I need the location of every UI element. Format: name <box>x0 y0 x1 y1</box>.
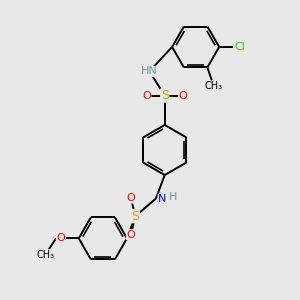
Text: O: O <box>57 233 65 243</box>
Text: S: S <box>131 210 139 223</box>
Text: Cl: Cl <box>234 42 245 52</box>
Text: N: N <box>158 194 166 204</box>
Text: HN: HN <box>141 66 158 76</box>
Text: O: O <box>127 193 135 203</box>
Text: CH₃: CH₃ <box>36 250 54 260</box>
Text: H: H <box>169 192 177 203</box>
Text: S: S <box>161 89 169 102</box>
Text: O: O <box>178 91 188 100</box>
Text: CH₃: CH₃ <box>204 81 222 91</box>
Text: O: O <box>127 230 135 239</box>
Text: O: O <box>142 91 151 100</box>
